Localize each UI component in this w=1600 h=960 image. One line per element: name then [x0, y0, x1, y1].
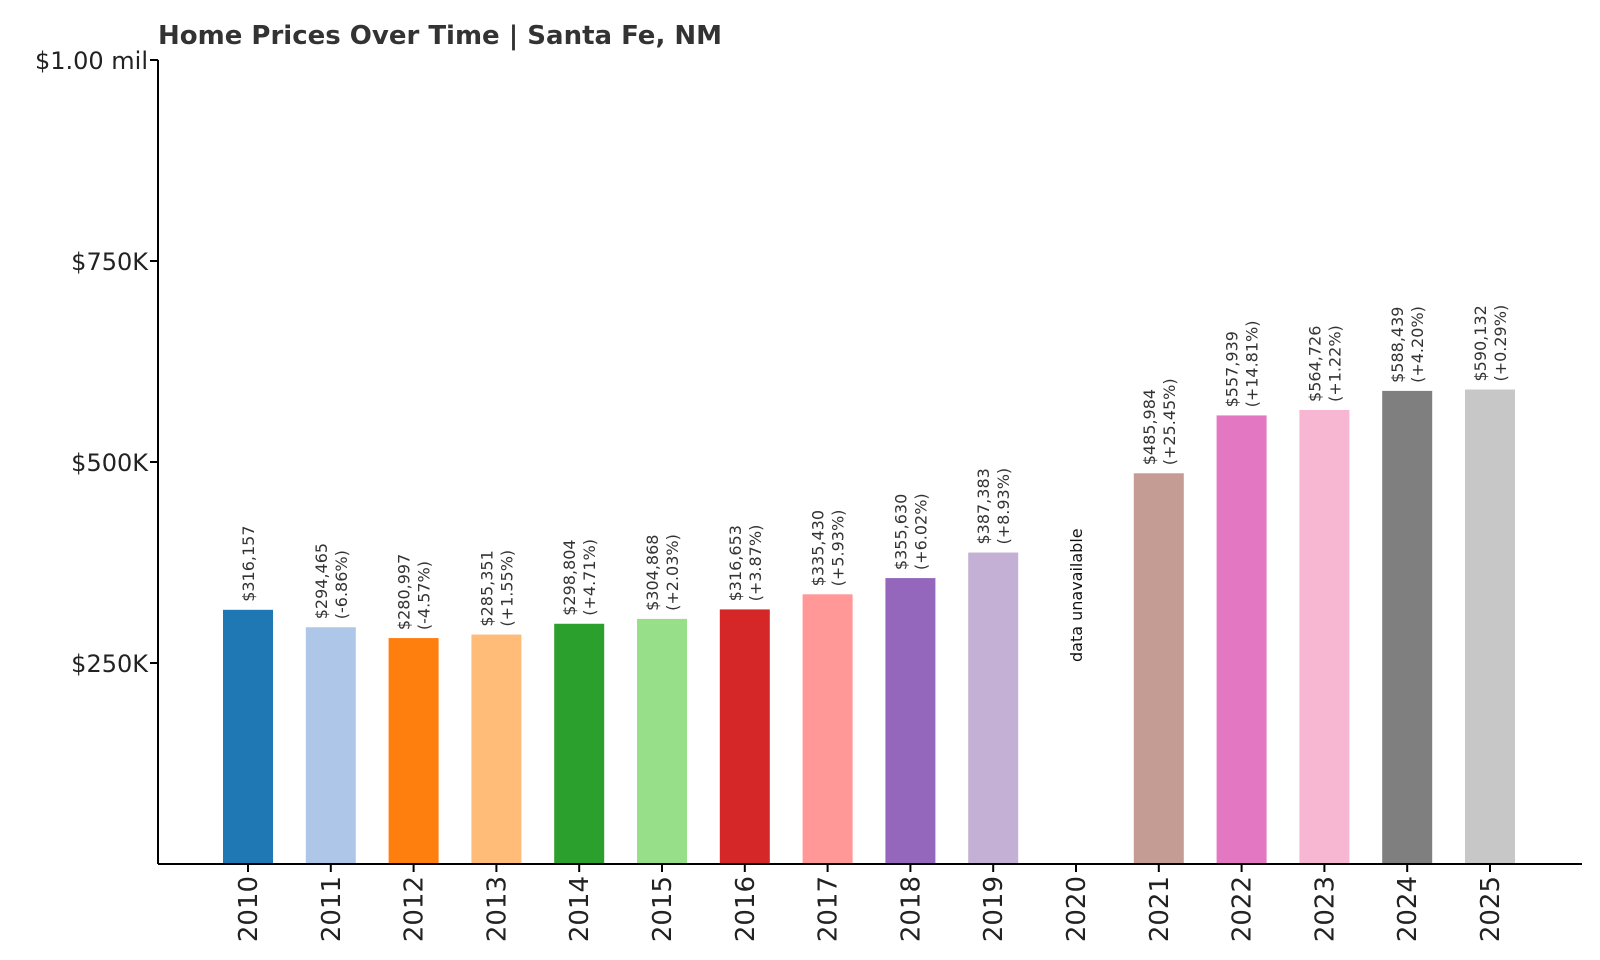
- x-tick-label: 2012: [400, 876, 430, 942]
- bar-2025: [1465, 389, 1515, 864]
- bar-2014: [554, 623, 605, 864]
- x-tick-label: 2021: [1145, 876, 1175, 942]
- bar-2022: [1216, 415, 1267, 864]
- bar-2013: [471, 634, 522, 864]
- x-tick-label: 2010: [234, 876, 264, 942]
- change-label: (+1.22%): [1325, 325, 1344, 402]
- bar-2010: [223, 609, 273, 864]
- x-tick-label: 2011: [317, 876, 347, 942]
- value-label: $355,630: [891, 494, 910, 570]
- change-label: (+2.03%): [663, 534, 682, 611]
- x-tick-label: 2014: [565, 876, 595, 942]
- value-label: $316,653: [726, 525, 745, 601]
- change-label: (+4.71%): [580, 539, 599, 616]
- y-tick-label: $1.00 mil: [35, 47, 148, 75]
- bar-2016: [719, 609, 770, 864]
- change-label: (+0.29%): [1491, 305, 1510, 382]
- change-label: (+6.02%): [911, 493, 930, 570]
- x-tick-label: 2024: [1393, 876, 1423, 942]
- x-axis: 2010 2011 2012 2013 2014 2015 2016 2017 2018 2019…: [158, 863, 1582, 942]
- x-tick-label: 2018: [896, 876, 926, 942]
- change-label: (+1.55%): [497, 550, 516, 627]
- bar-2023: [1299, 409, 1350, 864]
- value-label: $298,804: [560, 539, 579, 615]
- value-label: $387,383: [974, 468, 993, 544]
- x-tick-label: 2025: [1476, 876, 1506, 942]
- bar-2018: [885, 578, 936, 864]
- change-label: (+25.45%): [1160, 378, 1179, 465]
- y-tick-label: $750K: [71, 248, 149, 276]
- data-unavailable-label: data unavailable: [1067, 528, 1086, 662]
- value-label: $588,439: [1388, 307, 1407, 383]
- bar-2012: [388, 638, 439, 864]
- change-label: (+8.93%): [994, 468, 1013, 545]
- change-label: (-6.86%): [332, 550, 351, 619]
- change-label: (-4.57%): [415, 561, 434, 630]
- bar-2021: [1133, 473, 1184, 864]
- x-tick-label: 2016: [731, 876, 761, 942]
- x-tick-label: 2022: [1228, 876, 1258, 942]
- value-label: $485,984: [1140, 389, 1159, 465]
- value-label: $557,939: [1223, 331, 1242, 407]
- x-tick-label: 2017: [814, 876, 844, 942]
- value-label: $335,430: [809, 510, 828, 586]
- value-labels-group: $316,157 $294,465 (-6.86%) $280,997 (-4.57%)…: [239, 305, 1510, 662]
- value-label: $304,868: [643, 535, 662, 611]
- value-label: $316,157: [239, 525, 258, 601]
- value-label: $294,465: [312, 543, 331, 619]
- value-label: $285,351: [477, 550, 496, 626]
- change-label: (+14.81%): [1243, 321, 1262, 408]
- value-label: $590,132: [1471, 305, 1490, 381]
- y-axis: $250K $500K $750K $1.00 mil: [35, 47, 159, 864]
- change-label: (+4.20%): [1408, 306, 1427, 383]
- bar-2019: [968, 552, 1019, 864]
- change-label: (+3.87%): [746, 525, 765, 602]
- x-tick-label: 2015: [648, 876, 678, 942]
- y-tick-label: $250K: [71, 650, 149, 678]
- y-tick-label: $500K: [71, 449, 149, 477]
- x-tick-label: 2023: [1310, 876, 1340, 942]
- bars-group: [223, 389, 1515, 864]
- bar-2024: [1382, 390, 1433, 864]
- chart-title: Home Prices Over Time | Santa Fe, NM: [158, 21, 722, 51]
- value-label: $564,726: [1305, 326, 1324, 402]
- bar-2015: [637, 618, 687, 864]
- x-tick-label: 2020: [1062, 876, 1092, 942]
- value-label: $280,997: [395, 554, 414, 630]
- x-tick-label: 2013: [482, 876, 512, 942]
- x-tick-label: 2019: [979, 876, 1009, 942]
- bar-2017: [802, 594, 853, 864]
- bar-2011: [305, 627, 356, 864]
- change-label: (+5.93%): [829, 510, 848, 587]
